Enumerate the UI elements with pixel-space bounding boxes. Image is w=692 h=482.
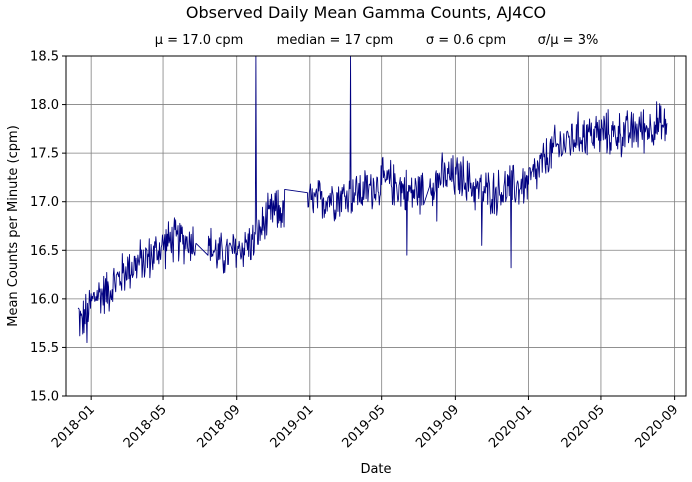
chart-subtitle-mean: μ = 17.0 cpm [155,33,244,48]
y-tick-label: 17.0 [30,195,59,210]
chart-subtitle-ratio: σ/μ = 3% [538,33,599,48]
y-tick-label: 18.0 [30,98,59,113]
plot-frame [65,55,687,397]
chart-subtitle-sigma: σ = 0.6 cpm [426,33,506,48]
y-axis-label: Mean Counts per Minute (cpm) [6,125,21,327]
y-axis: 15.0 15.5 16.0 16.5 17.0 17.5 18.0 18.5 [30,50,66,405]
chart-title: Observed Daily Mean Gamma Counts, AJ4CO [186,3,546,22]
y-tick-label: 15.0 [30,390,59,405]
series-line [77,55,668,344]
y-tick-label: 16.0 [30,292,59,307]
y-tick-label: 15.5 [30,341,59,356]
x-axis-label: Date [360,462,391,477]
y-tick-label: 16.5 [30,244,59,259]
data-series [77,55,668,344]
chart-subtitle-median: median = 17 cpm [277,33,394,48]
y-tick-label: 18.5 [30,50,59,65]
y-tick-label: 17.5 [30,147,59,162]
